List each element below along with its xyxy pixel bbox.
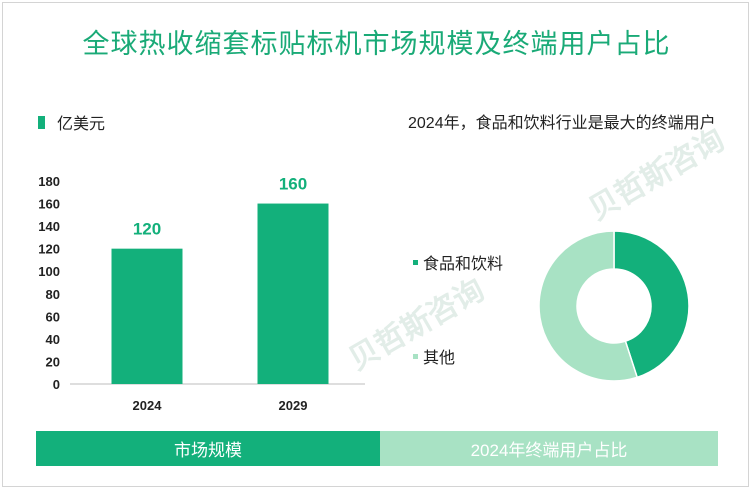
y-tick-label: 100: [38, 264, 60, 279]
footer-right-tab: 2024年终端用户占比: [380, 431, 718, 466]
pie-legend-item-food: 食品和饮料: [413, 250, 503, 274]
pie-legend-label: 食品和饮料: [423, 256, 504, 273]
pie-legend-item-other: 其他: [413, 344, 455, 368]
bar-value-label: 120: [133, 220, 161, 239]
x-tick-label: 2024: [133, 398, 163, 413]
page-title: 全球热收缩套标贴标机市场规模及终端用户占比: [82, 29, 671, 59]
x-tick-label: 2029: [279, 398, 308, 413]
y-tick-label: 40: [46, 332, 60, 347]
donut-slice-other: [538, 230, 639, 382]
y-tick-label: 160: [38, 197, 60, 212]
bar-value-label: 160: [279, 175, 307, 194]
chart-frame: [2, 2, 749, 487]
donut-slice-food-beverage: [613, 230, 690, 379]
y-tick-label: 140: [38, 219, 60, 234]
pie-legend-label: 其他: [423, 350, 456, 367]
y-tick-label: 60: [46, 309, 60, 324]
y-tick-label: 0: [53, 377, 60, 392]
legend-label: 亿美元: [57, 116, 106, 133]
bar-2024: [111, 248, 183, 384]
y-tick-label: 180: [38, 174, 60, 189]
footer-left-label: 市场规模: [174, 441, 242, 460]
footer-left-tab: 市场规模: [36, 431, 380, 466]
pie-title: 2024年，食品和饮料行业是最大的终端用户: [408, 115, 716, 132]
legend-dot: [413, 353, 418, 359]
bar-2029: [257, 203, 329, 384]
y-tick-label: 120: [38, 242, 60, 257]
bar-legend: 亿美元: [38, 110, 105, 134]
footer-right-label: 2024年终端用户占比: [470, 441, 628, 460]
y-tick-label: 20: [46, 354, 60, 369]
y-tick-label: 80: [46, 287, 60, 302]
legend-swatch: [38, 115, 45, 129]
legend-dot: [413, 259, 418, 265]
